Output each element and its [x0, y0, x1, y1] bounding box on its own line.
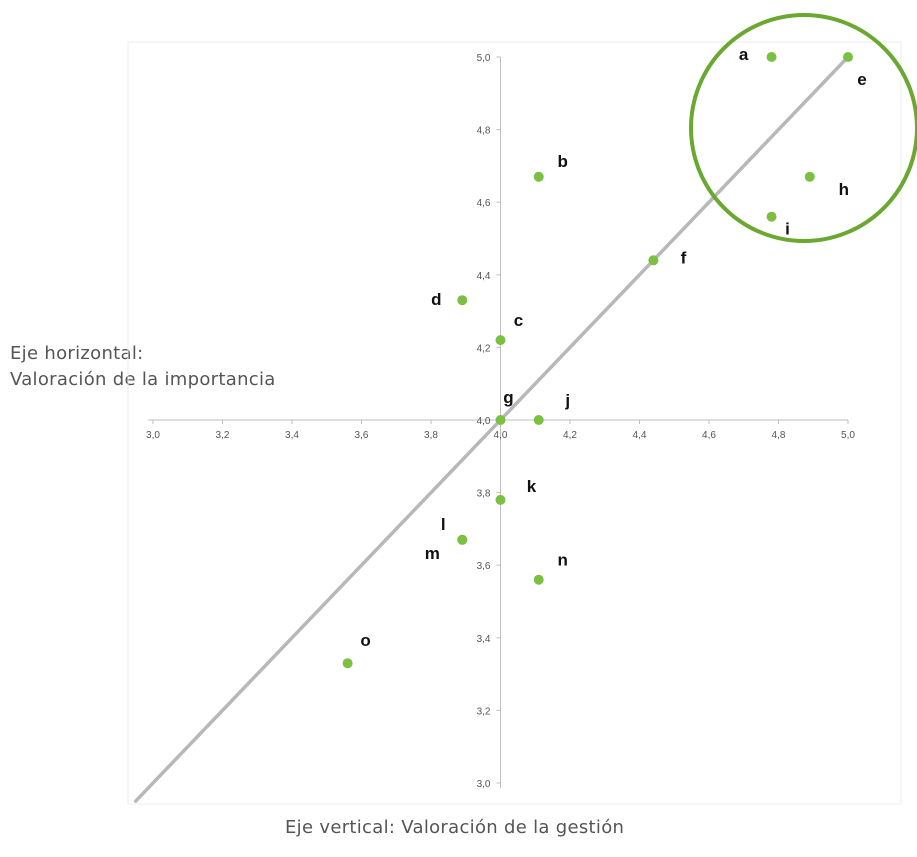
- point-label-j: j: [564, 391, 570, 410]
- x-tick-label: 4,4: [633, 430, 647, 441]
- data-point-e: [843, 52, 853, 62]
- data-point-k: [495, 494, 506, 505]
- point-label-m: m: [425, 544, 440, 563]
- point-label-g: g: [503, 388, 513, 407]
- data-point-n: [533, 574, 544, 585]
- point-label-l: l: [441, 515, 446, 534]
- y-tick-label: 4,6: [477, 198, 491, 209]
- point-label-f: f: [681, 248, 687, 267]
- point-label-n: n: [558, 551, 568, 570]
- y-tick-label: 5,0: [477, 53, 491, 64]
- y-tick-label: 3,8: [477, 489, 491, 500]
- point-label-c: c: [514, 311, 523, 330]
- x-tick-label: 4,6: [702, 430, 716, 441]
- plot-area-frame: [127, 41, 902, 805]
- point-label-a: a: [739, 45, 749, 64]
- point-label-k: k: [527, 477, 537, 496]
- x-tick-label: 4,8: [772, 430, 786, 441]
- horizontal-axis-title-line2: Valoración de la importancia: [10, 369, 276, 390]
- x-tick-label: 3,0: [146, 430, 160, 441]
- data-point-f: [648, 255, 659, 266]
- data-point-i: [766, 211, 777, 222]
- data-point-c: [495, 335, 506, 346]
- highlight-circle: [689, 13, 917, 243]
- x-tick-label: 3,2: [216, 430, 230, 441]
- data-point-b: [533, 171, 544, 182]
- data-point-m: [457, 534, 468, 545]
- point-label-i: i: [785, 220, 790, 239]
- y-tick-label: 4,2: [477, 343, 491, 354]
- y-tick-label: 4,4: [477, 271, 491, 282]
- point-label-d: d: [431, 290, 441, 309]
- data-point-o: [342, 658, 353, 669]
- diagonal-reference-line: [133, 55, 850, 803]
- data-point-h: [804, 171, 815, 182]
- y-tick-label: 3,6: [477, 561, 491, 572]
- horizontal-axis-title-line1: Eje horizontal:: [10, 343, 144, 364]
- x-tick-label: 3,4: [285, 430, 299, 441]
- x-tick-label: 5,0: [841, 430, 855, 441]
- point-label-e: e: [857, 70, 866, 89]
- y-tick-label: 3,4: [477, 634, 491, 645]
- data-point-d: [457, 295, 468, 306]
- data-point-g: [495, 415, 506, 425]
- horizontal-axis-title: Eje horizontal: Valoración de la importa…: [10, 341, 276, 393]
- point-label-o: o: [360, 631, 370, 650]
- y-tick-label: 3,2: [477, 706, 491, 717]
- data-point-a: [766, 52, 777, 62]
- y-tick-label: 4,0: [477, 416, 491, 427]
- y-tick-label: 3,0: [477, 779, 491, 790]
- x-tick-label: 3,8: [424, 430, 438, 441]
- data-point-j: [533, 415, 544, 425]
- x-tick-label: 4,2: [563, 430, 577, 441]
- x-tick-label: 4,0: [494, 430, 508, 441]
- y-tick-label: 4,8: [477, 126, 491, 137]
- point-label-b: b: [558, 152, 568, 171]
- vertical-axis-title: Eje vertical: Valoración de la gestión: [285, 817, 625, 838]
- point-label-h: h: [839, 180, 849, 199]
- x-tick-label: 3,6: [355, 430, 369, 441]
